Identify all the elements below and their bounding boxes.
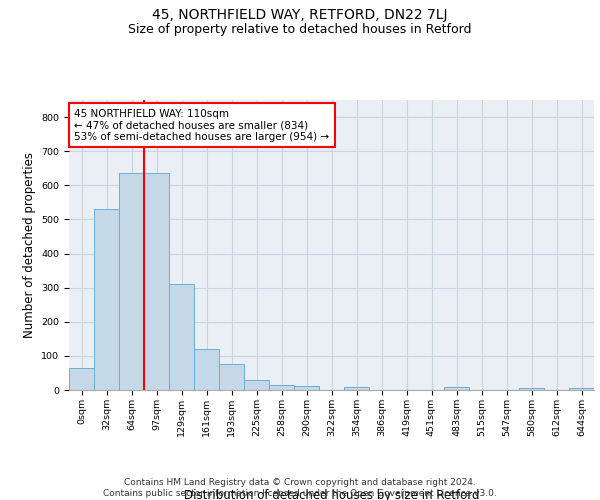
Bar: [94, 209, 119, 390]
Bar: [519, 388, 544, 390]
Bar: [444, 388, 469, 390]
X-axis label: Distribution of detached houses by size in Retford: Distribution of detached houses by size …: [184, 489, 479, 500]
Bar: [219, 364, 244, 390]
Bar: [194, 349, 219, 390]
Bar: [294, 386, 319, 390]
Text: 45, NORTHFIELD WAY, RETFORD, DN22 7LJ: 45, NORTHFIELD WAY, RETFORD, DN22 7LJ: [152, 8, 448, 22]
Bar: [169, 284, 194, 390]
Bar: [269, 385, 294, 390]
Text: Size of property relative to detached houses in Retford: Size of property relative to detached ho…: [128, 22, 472, 36]
Bar: [244, 380, 269, 390]
Bar: [344, 388, 369, 390]
Text: 45 NORTHFIELD WAY: 110sqm
← 47% of detached houses are smaller (834)
53% of semi: 45 NORTHFIELD WAY: 110sqm ← 47% of detac…: [74, 108, 329, 142]
Bar: [69, 368, 94, 390]
Bar: [144, 174, 169, 390]
Text: Contains HM Land Registry data © Crown copyright and database right 2024.
Contai: Contains HM Land Registry data © Crown c…: [103, 478, 497, 498]
Bar: [569, 388, 594, 390]
Y-axis label: Number of detached properties: Number of detached properties: [23, 152, 35, 338]
Bar: [119, 174, 144, 390]
